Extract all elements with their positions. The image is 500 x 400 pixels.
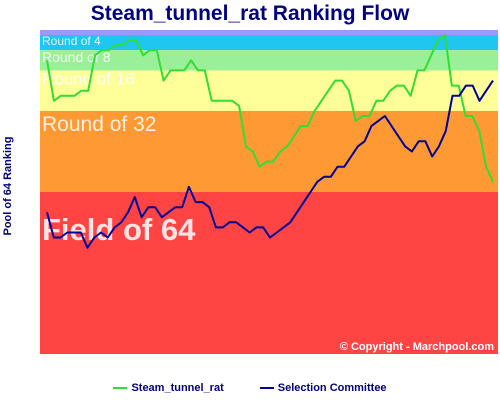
copyright-text: © Copyright - Marchpool.com — [340, 341, 494, 353]
band-round-of-8 — [40, 50, 498, 71]
band-label-round-of-32: Round of 32 — [42, 113, 156, 136]
legend-item: Steam_tunnel_rat — [113, 382, 224, 394]
legend: Steam_tunnel_rat Selection Committee — [0, 382, 500, 394]
band-round-of-4 — [40, 35, 498, 51]
band-round-of-16 — [40, 70, 498, 111]
band-label-round-of-4: Round of 4 — [42, 34, 101, 48]
round-bands — [40, 35, 498, 354]
legend-swatch — [259, 387, 274, 389]
chart-title: Steam_tunnel_rat Ranking Flow — [90, 2, 410, 25]
legend-label: Steam_tunnel_rat — [131, 382, 224, 394]
series-line-selection-committee — [46, 80, 494, 249]
series-line-steam-tunnel-rat — [46, 34, 494, 183]
band-label-field-of-64: Field of 64 — [42, 212, 196, 247]
legend-label: Selection Committee — [277, 382, 387, 394]
legend-swatch — [113, 387, 128, 389]
band-round-of-32 — [40, 110, 498, 192]
band-label-round-of-16: Round of 16 — [42, 69, 135, 88]
legend-item: Selection Committee — [259, 382, 387, 394]
purple-top-stripe — [40, 30, 498, 35]
series-lines — [46, 34, 494, 249]
band-field-of-64 — [40, 191, 498, 354]
